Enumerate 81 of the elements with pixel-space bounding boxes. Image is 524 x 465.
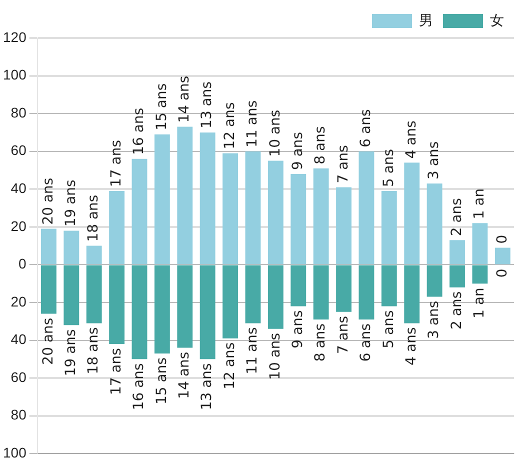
- y-tick-label: 20: [10, 218, 27, 234]
- bar: [154, 134, 170, 264]
- category-label: 1 an: [472, 288, 488, 318]
- x-tick-label: 7 ans: [335, 145, 352, 184]
- bar: [222, 265, 238, 338]
- x-tick-label: 12 ans: [222, 102, 238, 150]
- category-label: 13 ans: [199, 363, 216, 410]
- bar: [268, 160, 284, 264]
- y-tick-label: 60: [10, 368, 27, 385]
- bar: [426, 183, 442, 264]
- bar: [200, 265, 216, 360]
- bar: [109, 265, 125, 344]
- bar: [268, 265, 284, 329]
- x-tick-label: 16 ans: [131, 108, 148, 155]
- x-tick-label: 10 ans: [267, 110, 284, 157]
- bar: [64, 230, 80, 264]
- bar: [245, 151, 261, 264]
- category-label: 15 ans: [154, 357, 170, 404]
- legend-label: 男: [419, 12, 433, 28]
- bar: [132, 265, 148, 360]
- x-tick-label: 15 ans: [154, 83, 170, 130]
- bar: [313, 168, 329, 264]
- x-tick-label: 5 ans: [380, 148, 397, 188]
- y-tick-label: 60: [10, 142, 27, 158]
- y-tick-label: 40: [10, 331, 27, 348]
- y-tick-label: 80: [10, 104, 27, 120]
- bar: [404, 162, 420, 264]
- x-tick-label: 20 ans: [40, 178, 56, 225]
- category-label: 16 ans: [131, 363, 148, 410]
- x-tick-label: 18 ans: [86, 327, 102, 374]
- x-tick-label: 3 ans: [426, 141, 442, 180]
- bar: [450, 265, 465, 288]
- x-tick-label: 1 an: [472, 188, 488, 220]
- bar: [450, 240, 465, 264]
- bar: [336, 187, 352, 264]
- y-tick-label: 100: [3, 66, 27, 83]
- bar: [472, 265, 488, 284]
- bar: [358, 151, 374, 264]
- x-tick-label: 14 ans: [176, 76, 193, 123]
- x-tick-label: 19 ans: [63, 329, 80, 376]
- bar: [222, 153, 238, 264]
- x-tick-label: 8 ans: [312, 323, 329, 362]
- bar: [86, 265, 102, 324]
- bar: [177, 126, 193, 264]
- bar: [358, 265, 374, 320]
- bar: [494, 248, 510, 264]
- bar: [245, 265, 261, 324]
- legend-label: 女: [490, 12, 504, 28]
- bar: [336, 265, 352, 312]
- bar: [132, 158, 148, 264]
- x-tick-label: 2 ans: [448, 198, 465, 236]
- bar: [86, 246, 102, 264]
- y-tick-label: 0: [18, 256, 27, 272]
- bar: [381, 265, 397, 306]
- bar: [381, 191, 397, 264]
- x-tick-label: 13 ans: [199, 81, 216, 128]
- bar: [109, 191, 125, 264]
- bar: [40, 228, 56, 264]
- x-tick-label: 17 ans: [108, 140, 124, 188]
- x-tick-label: 4 ans: [404, 327, 420, 366]
- bar: [290, 174, 306, 264]
- bar: [472, 223, 488, 264]
- bar: [404, 265, 420, 324]
- y-tick-label: 120: [3, 28, 27, 45]
- bar: [40, 265, 56, 314]
- bar: [64, 265, 80, 326]
- y-tick-label: 40: [10, 180, 27, 196]
- bar: [290, 265, 306, 306]
- x-tick-label: 11 ans: [244, 327, 261, 374]
- bar: [177, 265, 193, 348]
- bar: [154, 265, 170, 354]
- y-tick-label: 80: [10, 406, 27, 423]
- bar: [426, 265, 442, 297]
- x-tick-label: 6 ans: [358, 323, 374, 362]
- category-label: 2 ans: [448, 291, 465, 330]
- y-tick-label: 100: [3, 444, 27, 460]
- bar: [200, 132, 216, 264]
- y-tick-label: 20: [10, 293, 27, 310]
- category-label: 0: [494, 268, 510, 278]
- x-tick-label: 9 ans: [290, 132, 306, 170]
- bar: [313, 265, 329, 320]
